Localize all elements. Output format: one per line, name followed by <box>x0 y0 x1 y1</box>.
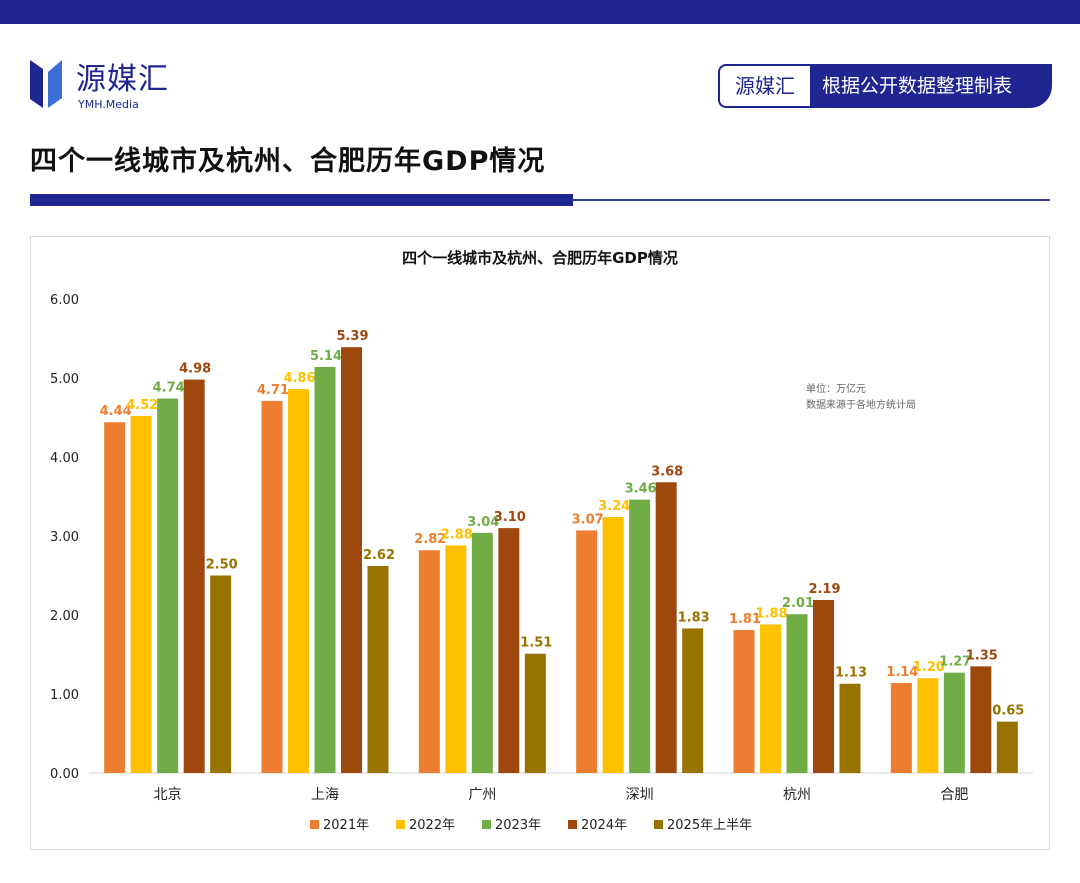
y-tick-label: 1.00 <box>50 688 79 703</box>
y-tick-label: 2.00 <box>50 609 79 624</box>
bar-2024年-杭州 <box>813 599 834 773</box>
bar-2021年-合肥 <box>890 682 912 773</box>
data-label: 1.81 <box>729 612 761 627</box>
data-label: 2.62 <box>363 548 395 563</box>
x-tick-label: 北京 <box>154 787 182 803</box>
bar-2021年-上海 <box>261 400 283 773</box>
y-tick-label: 4.00 <box>50 451 79 466</box>
source-badge: 源媒汇 根据公开数据整理制表 <box>718 64 1052 108</box>
x-tick-label: 上海 <box>311 787 339 803</box>
data-label: 4.74 <box>153 381 185 396</box>
bar-2025年上半年-广州 <box>524 653 546 773</box>
data-label: 4.71 <box>257 383 289 398</box>
data-label: 5.39 <box>336 329 368 344</box>
data-label: 3.46 <box>625 482 657 497</box>
bar-2021年-杭州 <box>733 630 755 773</box>
data-label: 1.83 <box>678 610 710 625</box>
legend-swatch-2024年 <box>568 820 577 829</box>
bar-2025年上半年-北京 <box>210 575 232 773</box>
bar-2021年-深圳 <box>576 530 598 773</box>
data-label: 0.65 <box>992 704 1024 719</box>
brand-name: 源媒汇 <box>76 62 169 97</box>
y-tick-label: 5.00 <box>50 372 79 387</box>
y-tick-label: 0.00 <box>50 767 79 782</box>
bar-2021年-北京 <box>104 422 126 773</box>
bar-2023年-广州 <box>471 532 493 773</box>
bar-2024年-上海 <box>341 347 362 773</box>
bar-2024年-广州 <box>498 528 520 773</box>
chart-frame: 四个一线城市及杭州、合肥历年GDP情况 0.00 1.00 2.00 3.00 4.00 5… <box>30 236 1050 850</box>
title-underline-thin <box>573 199 1050 201</box>
bar-2023年-北京 <box>157 398 179 773</box>
y-tick-label: 6.00 <box>50 293 79 308</box>
bar-2023年-上海 <box>314 366 336 773</box>
x-tick-label: 广州 <box>468 787 496 803</box>
title-underline-thick <box>30 194 573 206</box>
data-label: 1.27 <box>939 655 971 670</box>
top-banner <box>0 0 1080 24</box>
bar-2023年-杭州 <box>786 614 808 773</box>
data-label: 1.88 <box>755 606 787 621</box>
data-label: 3.07 <box>572 512 604 527</box>
data-label: 4.86 <box>283 371 315 386</box>
chart-title: 四个一线城市及杭州、合肥历年GDP情况 <box>402 249 678 267</box>
bar-2022年-广州 <box>445 545 467 773</box>
bar-2025年上半年-合肥 <box>996 721 1018 773</box>
data-label: 1.20 <box>913 660 945 675</box>
data-label: 1.13 <box>835 666 867 681</box>
chart-annotation: 单位：万亿元 <box>806 382 866 395</box>
data-label: 2.50 <box>206 558 238 573</box>
data-label: 3.10 <box>494 510 526 525</box>
bar-2022年-杭州 <box>760 624 781 773</box>
chart-annotation: 数据来源于各地方统计局 <box>806 398 916 411</box>
gdp-bar-chart: 四个一线城市及杭州、合肥历年GDP情况 0.00 1.00 2.00 3.00 4.00 5… <box>50 249 1033 833</box>
legend-label: 2022年 <box>409 818 455 833</box>
brand-subtitle: YMH.Media <box>78 98 139 111</box>
legend-label: 2023年 <box>495 818 541 833</box>
bar-2022年-合肥 <box>917 678 939 773</box>
bar-2025年上半年-上海 <box>367 566 389 773</box>
data-label: 1.51 <box>520 636 552 651</box>
legend-label: 2024年 <box>581 818 627 833</box>
data-label: 4.52 <box>126 398 158 413</box>
legend-swatch-2025年上半年 <box>654 820 663 829</box>
data-label: 2.88 <box>441 527 473 542</box>
bar-2025年上半年-杭州 <box>839 683 861 773</box>
bar-2023年-深圳 <box>629 499 651 773</box>
bar-2025年上半年-深圳 <box>682 628 704 773</box>
logo-mark-icon <box>30 60 62 108</box>
data-label: 1.14 <box>886 665 918 680</box>
bar-2022年-北京 <box>130 415 152 773</box>
data-label: 3.24 <box>598 499 630 514</box>
data-label: 4.44 <box>100 404 132 419</box>
brand-logo: 源媒汇 YMH.Media <box>30 60 210 116</box>
page-title: 四个一线城市及杭州、合肥历年GDP情况 <box>30 146 546 177</box>
data-label: 1.35 <box>966 648 998 663</box>
y-tick-label: 3.00 <box>50 530 79 545</box>
data-label: 2.01 <box>782 596 814 611</box>
x-tick-label: 深圳 <box>626 787 654 803</box>
bar-2021年-广州 <box>418 550 440 773</box>
x-tick-label: 杭州 <box>783 787 811 803</box>
bar-2024年-合肥 <box>970 666 992 773</box>
data-label: 5.14 <box>310 349 342 364</box>
bar-2024年-深圳 <box>655 482 677 773</box>
legend-label: 2025年上半年 <box>667 818 752 833</box>
legend-swatch-2023年 <box>482 820 491 829</box>
data-label: 3.04 <box>467 515 499 530</box>
legend-swatch-2021年 <box>310 820 319 829</box>
bar-2022年-深圳 <box>602 517 624 773</box>
legend-swatch-2022年 <box>396 820 405 829</box>
data-label: 3.68 <box>651 464 683 479</box>
data-label: 4.98 <box>179 362 211 377</box>
badge-description: 根据公开数据整理制表 <box>810 64 1052 108</box>
bar-2024年-北京 <box>183 379 205 773</box>
bar-2022年-上海 <box>288 389 309 773</box>
x-tick-label: 合肥 <box>940 787 968 803</box>
data-label: 2.82 <box>414 532 446 547</box>
data-label: 2.19 <box>808 582 840 597</box>
badge-brand: 源媒汇 <box>718 64 810 108</box>
bar-2023年-合肥 <box>943 672 965 773</box>
legend-label: 2021年 <box>323 818 369 833</box>
